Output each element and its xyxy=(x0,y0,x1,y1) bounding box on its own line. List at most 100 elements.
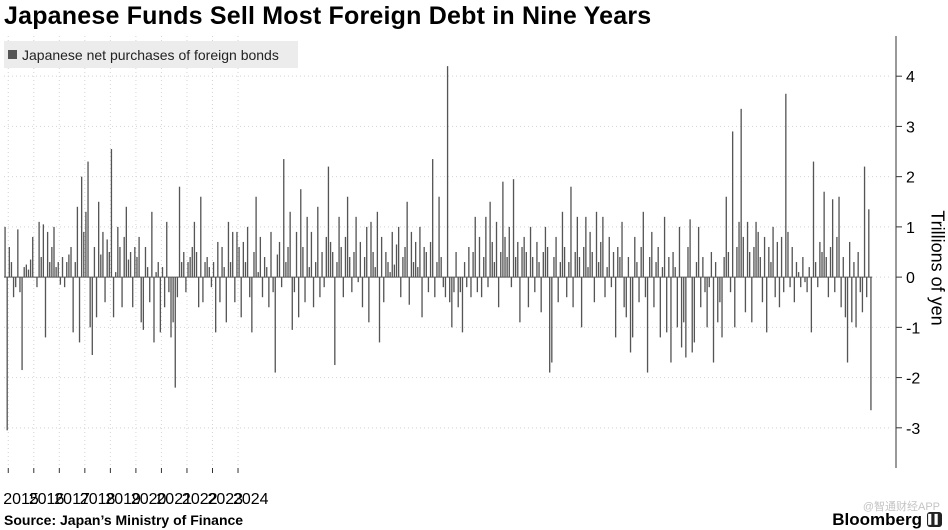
bar xyxy=(687,246,689,278)
bar xyxy=(668,257,670,278)
chart-title: Japanese Funds Sell Most Foreign Debt in… xyxy=(4,2,652,30)
bar xyxy=(468,246,470,278)
bar xyxy=(129,252,132,278)
bar xyxy=(108,252,110,278)
bar xyxy=(221,246,223,278)
bar xyxy=(870,277,872,411)
bar xyxy=(834,277,836,293)
y-tick-label: 4 xyxy=(906,69,915,86)
bar xyxy=(604,277,606,298)
bar xyxy=(576,216,579,278)
bar xyxy=(504,236,506,278)
bar xyxy=(536,241,538,278)
bar xyxy=(261,277,264,298)
bar xyxy=(289,211,291,278)
bar xyxy=(276,254,279,278)
x-tick-label: 2022 xyxy=(182,491,218,508)
bar xyxy=(708,277,710,288)
bar xyxy=(366,226,368,278)
bar xyxy=(223,267,225,278)
bar xyxy=(489,201,491,278)
bar xyxy=(829,246,832,278)
bar xyxy=(610,277,613,288)
bar xyxy=(651,231,653,278)
bar xyxy=(778,277,781,308)
bar xyxy=(849,241,851,278)
bar xyxy=(640,246,642,278)
x-tick-label: 2024 xyxy=(233,491,269,508)
bar xyxy=(102,231,104,278)
bar xyxy=(676,277,678,328)
bar xyxy=(706,277,708,328)
bar xyxy=(236,231,238,278)
bar xyxy=(106,239,108,278)
bar xyxy=(859,277,861,293)
bar xyxy=(817,277,819,288)
bar xyxy=(157,262,159,278)
bar xyxy=(585,216,587,278)
bar xyxy=(395,244,398,278)
bar xyxy=(563,246,566,278)
bar xyxy=(587,267,589,278)
bar xyxy=(657,246,659,278)
bar xyxy=(161,267,164,278)
bar xyxy=(383,277,385,303)
bar xyxy=(115,272,117,278)
bar xyxy=(734,277,736,328)
bar xyxy=(749,252,751,278)
bar xyxy=(614,277,617,338)
bar xyxy=(370,221,372,278)
bar xyxy=(95,277,98,318)
bar xyxy=(198,277,200,308)
bar xyxy=(638,277,640,303)
bar xyxy=(291,277,293,330)
bar xyxy=(332,252,334,278)
bar xyxy=(540,277,542,313)
bar xyxy=(502,181,504,278)
bar xyxy=(542,252,544,278)
bar xyxy=(334,277,336,366)
bar xyxy=(838,196,840,278)
bar xyxy=(712,277,715,363)
bar xyxy=(821,252,823,278)
bar xyxy=(176,277,179,298)
bar xyxy=(204,262,206,278)
bar xyxy=(578,257,581,278)
bar xyxy=(391,231,393,278)
bar xyxy=(380,236,383,278)
bar xyxy=(149,277,151,303)
bar xyxy=(844,277,847,318)
bar xyxy=(319,277,321,298)
x-tick-label: 2021 xyxy=(156,491,192,508)
bar xyxy=(417,267,419,278)
bar xyxy=(787,231,789,278)
bar xyxy=(538,262,540,278)
bar xyxy=(546,246,549,278)
bar xyxy=(553,257,555,278)
bar xyxy=(461,277,464,333)
bar xyxy=(861,277,864,313)
bar xyxy=(240,277,242,318)
bar xyxy=(44,277,47,338)
bar xyxy=(704,277,706,293)
bar xyxy=(600,241,602,278)
bar xyxy=(295,231,298,278)
bar xyxy=(617,246,619,278)
bar xyxy=(134,246,136,278)
bar xyxy=(166,221,168,278)
bar xyxy=(315,262,317,278)
bar xyxy=(666,277,668,333)
bar xyxy=(174,277,176,388)
bar xyxy=(25,264,27,278)
bar xyxy=(212,262,215,278)
bar xyxy=(10,262,13,278)
bar xyxy=(693,277,696,343)
bar xyxy=(70,246,72,278)
bar xyxy=(789,277,791,288)
bar xyxy=(34,277,36,278)
bar xyxy=(674,267,676,278)
bar xyxy=(863,166,866,278)
bar xyxy=(142,277,145,330)
bar xyxy=(440,257,442,278)
bar xyxy=(325,236,327,278)
